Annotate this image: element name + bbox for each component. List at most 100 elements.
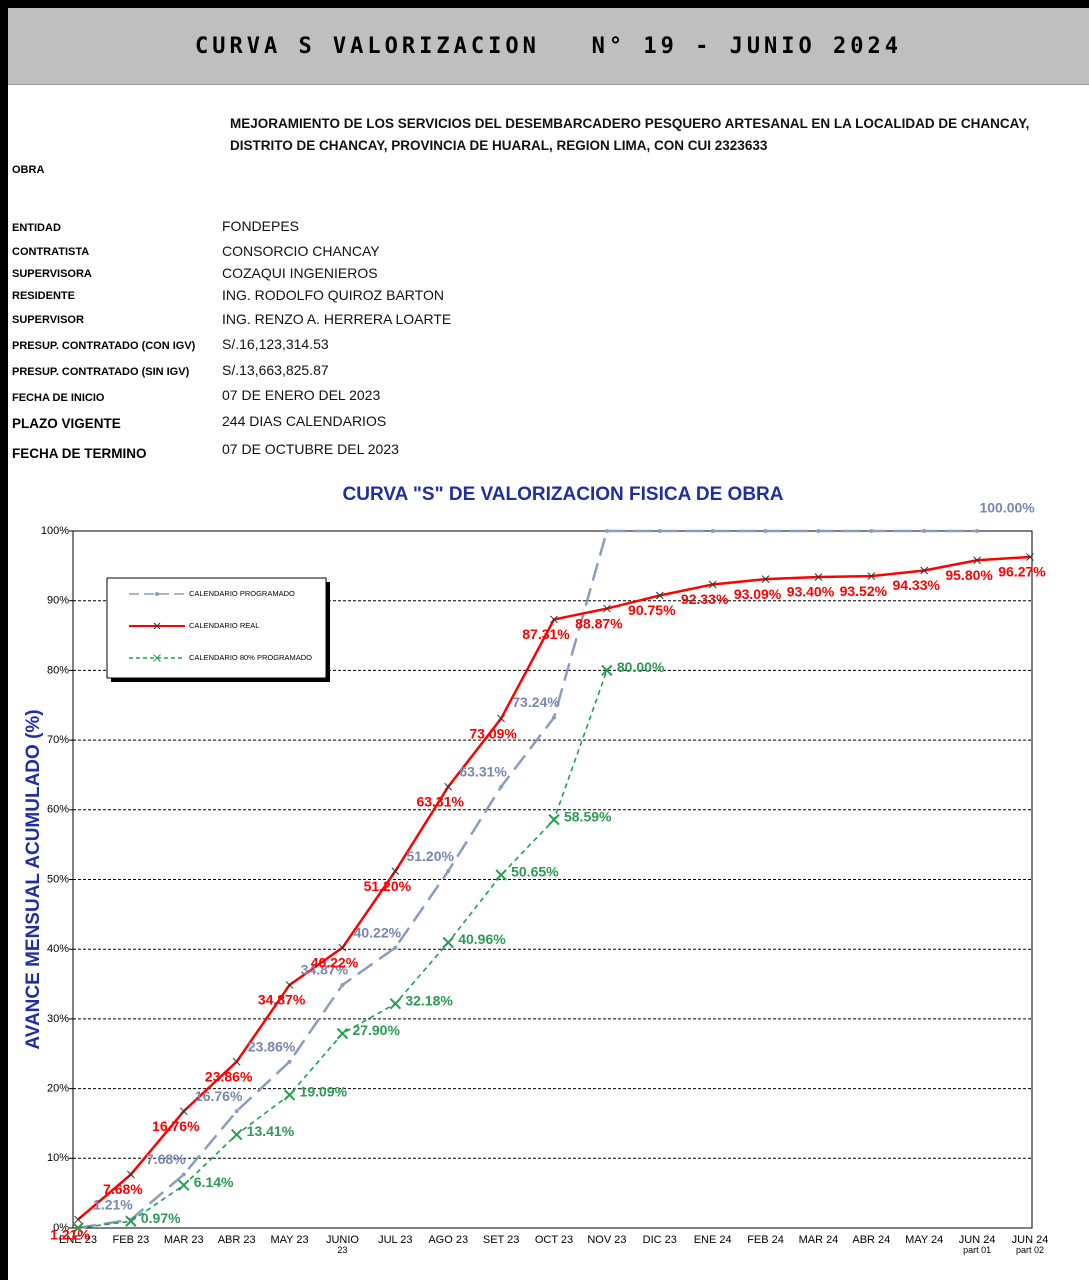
data-point xyxy=(442,936,454,949)
chart-title: CURVA "S" DE VALORIZACION FISICA DE OBRA xyxy=(343,484,784,505)
data-point xyxy=(127,1170,135,1179)
data-label: 40.22% xyxy=(311,954,359,970)
data-label: 93.52% xyxy=(840,583,888,599)
data-label: 40.96% xyxy=(458,931,506,947)
legend-marker xyxy=(153,654,161,662)
legend-label: CALENDARIO 80% PROGRAMADO xyxy=(189,653,312,662)
x-tick-label: NOV 23 xyxy=(587,1234,626,1246)
x-tick-label: JUL 23 xyxy=(378,1234,412,1246)
data-label: 94.33% xyxy=(892,577,940,593)
x-tick-label: MAR 23 xyxy=(164,1234,204,1246)
data-label: 93.09% xyxy=(734,586,782,602)
y-tick-label: 50% xyxy=(47,873,69,885)
x-tick-label: AGO 23 xyxy=(428,1234,468,1246)
y-tick-label: 40% xyxy=(47,943,69,955)
y-tick-label: 10% xyxy=(47,1152,69,1164)
data-label: 95.80% xyxy=(945,567,993,583)
field-value: COZAQUI INGENIEROS xyxy=(222,265,378,281)
data-label: 63.31% xyxy=(459,763,507,779)
data-point xyxy=(72,1222,84,1234)
data-point xyxy=(178,1179,190,1191)
x-tick-label: OCT 23 xyxy=(535,1234,573,1246)
data-point xyxy=(285,981,294,989)
x-tick-label: ABR 23 xyxy=(218,1234,256,1246)
data-point xyxy=(391,867,400,875)
data-point xyxy=(446,869,451,874)
data-point xyxy=(340,982,345,987)
data-point xyxy=(550,615,558,624)
data-point xyxy=(869,529,874,533)
data-point xyxy=(444,782,453,791)
x-tick-label: ENE 24 xyxy=(694,1234,732,1246)
y-tick-label: 80% xyxy=(47,664,69,676)
y-tick-label: 90% xyxy=(47,595,69,607)
field-value: ING. RODOLFO QUIROZ BARTON xyxy=(222,287,444,303)
data-point xyxy=(287,1059,292,1064)
data-label: 32.18% xyxy=(405,992,453,1008)
data-point xyxy=(601,664,613,677)
field-value: CONSORCIO CHANCAY xyxy=(222,243,380,259)
header-title: CURVA S VALORIZACION N° 19 - JUNIO 2024 xyxy=(194,33,903,59)
y-axis-label: AVANCE MENSUAL ACUMULADO (%) xyxy=(23,709,44,1049)
data-point xyxy=(920,566,929,575)
data-point xyxy=(657,529,662,533)
data-point xyxy=(814,573,823,581)
data-point xyxy=(655,591,664,600)
x-tick-label: JUN 24 part 02 xyxy=(1012,1234,1049,1255)
series-line xyxy=(77,529,978,1230)
legend-label: CALENDARIO PROGRAMADO xyxy=(189,589,295,598)
data-label: 7.68% xyxy=(103,1181,143,1197)
data-point xyxy=(74,1215,82,1224)
data-label: 40.22% xyxy=(354,924,402,940)
data-label: 87.31% xyxy=(522,626,570,642)
data-label: 73.24% xyxy=(512,694,560,710)
x-tick-label: MAY 24 xyxy=(905,1234,943,1246)
x-tick-label: FEB 23 xyxy=(113,1234,150,1246)
data-label: 27.90% xyxy=(352,1022,400,1038)
field-label: ENTIDAD xyxy=(12,222,61,234)
data-point xyxy=(975,529,980,533)
x-tick-label: ABR 24 xyxy=(852,1234,890,1246)
data-point xyxy=(234,1109,239,1114)
data-label: 23.86% xyxy=(205,1068,253,1084)
field-label: SUPERVISOR xyxy=(12,314,84,326)
header: CURVA S VALORIZACION N° 19 - JUNIO 2024 xyxy=(8,8,1089,85)
field-label: PRESUP. CONTRATADO (CON IGV) xyxy=(12,340,196,352)
data-point xyxy=(181,1172,186,1177)
data-label: 1.21% xyxy=(93,1196,133,1212)
x-tick-label: MAR 24 xyxy=(799,1234,839,1246)
data-label: 7.68% xyxy=(146,1151,186,1167)
y-tick-label: 60% xyxy=(47,804,69,816)
data-point xyxy=(548,813,560,826)
legend-marker xyxy=(153,622,161,630)
field-label: PRESUP. CONTRATADO (SIN IGV) xyxy=(12,366,190,378)
data-label: 34.87% xyxy=(301,962,349,978)
data-label: 92.33% xyxy=(681,591,729,607)
data-label: 51.20% xyxy=(364,878,412,894)
data-label: 63.31% xyxy=(416,793,464,809)
data-point xyxy=(867,572,876,581)
x-tick-label: JUNIO 23 xyxy=(326,1234,359,1255)
data-label: 90.75% xyxy=(628,602,676,618)
data-label: 6.14% xyxy=(194,1174,234,1190)
data-point xyxy=(393,945,398,950)
y-tick-label: 20% xyxy=(47,1083,69,1095)
data-label: 58.59% xyxy=(564,808,612,824)
data-point xyxy=(499,784,504,789)
chart: CURVA "S" DE VALORIZACION FISICA DE OBRA… xyxy=(23,484,1049,1255)
data-point xyxy=(763,529,768,533)
data-point xyxy=(389,997,402,1010)
data-point xyxy=(816,529,821,533)
x-tick-label: SET 23 xyxy=(483,1234,520,1246)
data-point xyxy=(338,943,347,952)
data-label: 13.41% xyxy=(247,1123,295,1139)
field-value: 07 DE ENERO DEL 2023 xyxy=(222,387,381,403)
obra-label: OBRA xyxy=(12,164,45,176)
data-point xyxy=(603,604,611,613)
data-label: 0.97% xyxy=(141,1210,181,1226)
data-point xyxy=(497,714,505,723)
data-point xyxy=(336,1027,349,1040)
data-point xyxy=(283,1089,296,1101)
data-point xyxy=(973,556,981,565)
